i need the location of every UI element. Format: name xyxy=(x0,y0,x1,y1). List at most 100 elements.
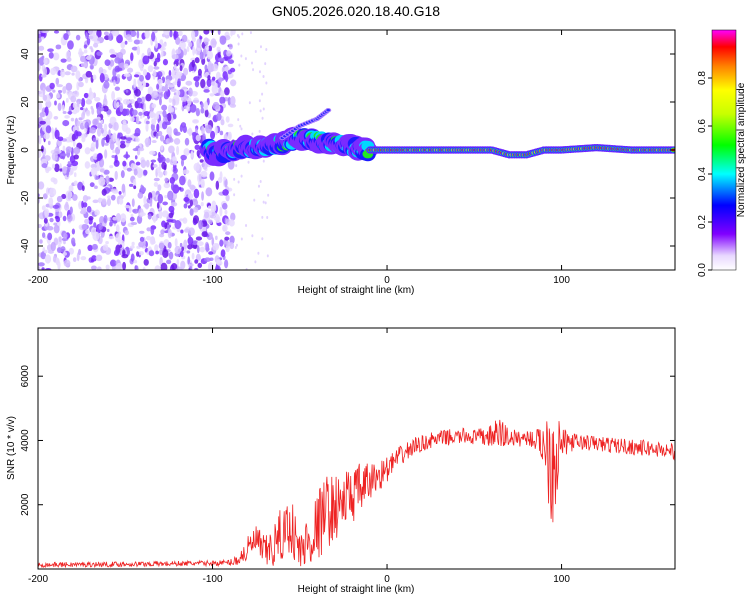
noise-speckle xyxy=(139,39,143,45)
noise-speckle xyxy=(67,192,71,200)
noise-speckle xyxy=(230,30,233,37)
noise-speckle xyxy=(233,193,236,197)
noise-speckle xyxy=(164,177,169,183)
noise-speckle xyxy=(85,55,92,61)
noise-speckle xyxy=(53,115,59,120)
noise-speckle xyxy=(222,224,228,232)
noise-speckle xyxy=(169,107,175,113)
noise-speckle xyxy=(67,40,74,50)
noise-speckle xyxy=(215,180,220,190)
noise-speckle xyxy=(219,206,223,217)
noise-speckle xyxy=(136,115,140,125)
noise-speckle xyxy=(38,73,43,82)
noise-speckle xyxy=(71,194,78,201)
noise-speckle xyxy=(132,147,139,152)
noise-speckle xyxy=(58,211,63,219)
noise-speckle xyxy=(101,137,105,147)
noise-speckle xyxy=(115,224,120,233)
noise-speckle xyxy=(125,34,132,41)
noise-speckle xyxy=(55,44,62,50)
noise-speckle xyxy=(181,34,188,43)
noise-speckle xyxy=(139,74,144,82)
noise-speckle xyxy=(109,221,113,227)
noise-speckle xyxy=(261,116,264,120)
noise-speckle xyxy=(238,63,241,67)
noise-speckle xyxy=(183,196,190,202)
noise-speckle xyxy=(151,239,156,245)
noise-speckle xyxy=(201,231,208,238)
noise-speckle xyxy=(185,80,193,86)
noise-speckle xyxy=(166,219,174,223)
noise-speckle xyxy=(208,63,214,73)
noise-speckle xyxy=(104,142,109,146)
noise-speckle xyxy=(259,45,262,49)
noise-speckle xyxy=(211,40,217,46)
noise-speckle xyxy=(124,204,131,209)
noise-speckle xyxy=(40,251,47,260)
noise-speckle xyxy=(195,253,201,262)
noise-speckle xyxy=(105,175,110,185)
noise-speckle xyxy=(100,127,104,134)
noise-speckle xyxy=(160,145,164,151)
noise-speckle xyxy=(80,106,84,111)
noise-speckle xyxy=(63,33,69,41)
noise-speckle xyxy=(234,246,237,250)
noise-speckle xyxy=(78,78,82,82)
noise-speckle xyxy=(205,243,210,253)
noise-speckle xyxy=(84,121,90,129)
noise-speckle xyxy=(158,242,165,250)
noise-speckle xyxy=(172,113,177,120)
spectrogram-y-tick-label: -20 xyxy=(20,190,31,205)
noise-speckle xyxy=(216,260,223,266)
noise-speckle xyxy=(225,244,230,253)
noise-speckle xyxy=(212,63,219,72)
noise-speckle xyxy=(195,108,200,117)
noise-speckle xyxy=(163,164,167,171)
noise-speckle xyxy=(147,47,152,57)
noise-speckle xyxy=(203,101,209,111)
noise-speckle xyxy=(137,147,145,152)
noise-speckle xyxy=(204,109,209,118)
noise-speckle xyxy=(176,258,180,266)
noise-speckle xyxy=(136,169,143,179)
noise-speckle xyxy=(104,59,111,66)
noise-speckle xyxy=(64,115,70,119)
noise-speckle xyxy=(49,217,54,223)
noise-speckle xyxy=(42,94,48,101)
noise-speckle xyxy=(266,254,269,258)
noise-speckle xyxy=(114,170,118,181)
noise-speckle xyxy=(81,185,85,192)
noise-speckle xyxy=(143,203,150,208)
noise-speckle xyxy=(38,224,43,228)
noise-speckle xyxy=(90,166,98,177)
noise-speckle xyxy=(205,187,213,197)
noise-speckle xyxy=(125,89,129,93)
noise-speckle xyxy=(119,143,126,149)
noise-speckle xyxy=(143,102,147,112)
noise-speckle xyxy=(227,160,235,170)
noise-speckle xyxy=(230,95,236,106)
noise-speckle xyxy=(114,57,121,64)
noise-speckle xyxy=(70,95,77,103)
noise-speckle xyxy=(128,183,134,187)
noise-speckle xyxy=(201,191,204,201)
noise-speckle xyxy=(215,243,220,249)
noise-speckle xyxy=(191,131,197,137)
noise-speckle xyxy=(226,50,232,57)
noise-speckle xyxy=(128,206,132,214)
noise-speckle xyxy=(121,183,126,194)
noise-speckle xyxy=(72,257,77,263)
noise-speckle xyxy=(200,170,208,178)
noise-speckle xyxy=(153,182,159,187)
noise-speckle xyxy=(136,30,140,39)
noise-speckle xyxy=(131,198,135,207)
noise-speckle xyxy=(44,208,50,218)
noise-speckle xyxy=(206,78,212,88)
noise-speckle xyxy=(200,202,204,207)
noise-speckle xyxy=(254,260,257,264)
noise-speckle xyxy=(149,197,153,207)
noise-speckle xyxy=(73,180,78,186)
noise-speckle xyxy=(179,124,183,133)
noise-speckle xyxy=(187,97,192,106)
noise-speckle xyxy=(210,81,216,86)
